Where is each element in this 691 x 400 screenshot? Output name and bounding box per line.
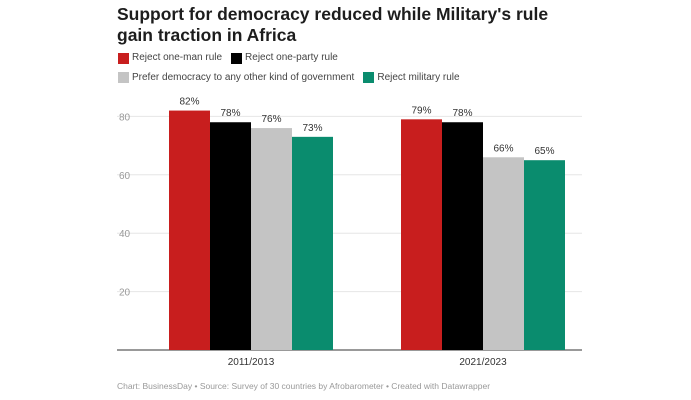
data-label: 78% <box>452 108 472 119</box>
legend-swatch <box>118 72 129 83</box>
y-tick-label: 20 <box>119 288 131 299</box>
legend: Reject one-man rule Reject one-party rule… <box>118 50 588 89</box>
legend-item: Reject military rule <box>363 70 460 86</box>
legend-swatch <box>231 52 243 64</box>
data-label: 82% <box>179 97 199 108</box>
chart-title: Support for democracy reduced while Mili… <box>117 4 549 45</box>
bar <box>524 160 565 350</box>
bar <box>483 157 524 350</box>
legend-item: Reject one-man rule <box>118 50 222 66</box>
bar <box>210 122 251 351</box>
legend-label: Reject military rule <box>377 71 460 83</box>
data-label: 78% <box>220 108 240 119</box>
legend-label: Reject one-party rule <box>245 52 338 63</box>
legend-swatch <box>363 72 375 83</box>
legend-item: Reject one-party rule <box>231 50 338 66</box>
x-tick-label: 2011/2013 <box>228 357 275 368</box>
y-tick-label: 80 <box>119 112 131 123</box>
bar <box>401 119 442 350</box>
data-label: 76% <box>261 114 281 125</box>
legend-label: Prefer democracy to any other kind of go… <box>132 71 355 83</box>
y-tick-label: 60 <box>119 171 131 182</box>
legend-item: Prefer democracy to any other kind of go… <box>118 70 354 86</box>
x-tick-label: 2021/2023 <box>459 357 507 368</box>
data-label: 73% <box>302 123 322 134</box>
data-label: 66% <box>493 143 513 154</box>
data-label: 79% <box>411 105 431 116</box>
y-tick-label: 40 <box>119 229 131 240</box>
bar <box>169 110 210 350</box>
bar <box>251 128 292 350</box>
legend-label: Reject one-man rule <box>132 52 223 63</box>
data-label: 65% <box>534 146 554 157</box>
chart-footer: Chart: BusinessDay • Source: Survey of 3… <box>117 381 491 391</box>
bar <box>292 136 333 350</box>
bar <box>442 122 483 351</box>
legend-swatch <box>118 52 129 64</box>
